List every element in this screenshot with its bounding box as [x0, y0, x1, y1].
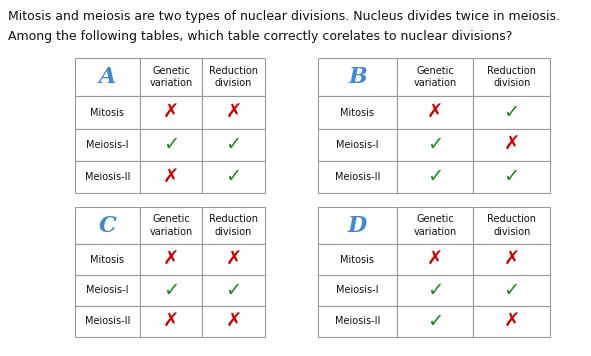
Text: ✗: ✗ [504, 312, 520, 331]
Text: ✗: ✗ [504, 135, 520, 154]
Text: Meiosis-II: Meiosis-II [85, 172, 130, 182]
Text: Meiosis-II: Meiosis-II [335, 316, 380, 326]
Bar [397, 207, 473, 244]
Bar [473, 244, 550, 275]
Bar [318, 207, 397, 244]
Text: Mitosis: Mitosis [90, 108, 124, 117]
Text: Meiosis-I: Meiosis-I [86, 286, 129, 295]
Bar [202, 58, 265, 96]
Bar [473, 129, 550, 161]
Bar [75, 275, 139, 306]
Bar [473, 161, 550, 193]
Text: ✓: ✓ [427, 312, 443, 331]
Text: ✗: ✗ [163, 250, 179, 269]
Text: ✓: ✓ [163, 281, 179, 300]
Text: Meiosis-I: Meiosis-I [336, 140, 379, 150]
Bar [139, 275, 202, 306]
Bar [318, 96, 397, 129]
Text: ✓: ✓ [504, 167, 520, 187]
Bar [318, 244, 397, 275]
Bar [75, 244, 139, 275]
Bar [473, 58, 550, 96]
Text: Reduction
division: Reduction division [487, 66, 536, 88]
Bar [397, 306, 473, 337]
Bar [397, 161, 473, 193]
Bar [202, 207, 265, 244]
Text: Meiosis-I: Meiosis-I [336, 286, 379, 295]
Text: ✓: ✓ [163, 135, 179, 154]
Bar [75, 58, 139, 96]
Text: Meiosis-I: Meiosis-I [86, 140, 129, 150]
Text: Genetic
variation: Genetic variation [150, 66, 193, 88]
Bar [139, 96, 202, 129]
Text: D: D [348, 215, 367, 236]
Text: ✓: ✓ [504, 103, 520, 122]
Bar [397, 129, 473, 161]
Bar [473, 275, 550, 306]
Text: B: B [348, 66, 367, 88]
Bar [75, 96, 139, 129]
Text: ✗: ✗ [225, 250, 242, 269]
Bar [397, 244, 473, 275]
Text: Among the following tables, which table correctly corelates to nuclear divisions: Among the following tables, which table … [8, 30, 512, 43]
Text: ✗: ✗ [427, 103, 443, 122]
Bar [397, 275, 473, 306]
Text: A: A [99, 66, 116, 88]
Bar [139, 129, 202, 161]
Text: Mitosis: Mitosis [340, 255, 375, 265]
Text: Mitosis and meiosis are two types of nuclear divisions. Nucleus divides twice in: Mitosis and meiosis are two types of nuc… [8, 10, 560, 23]
Text: Genetic
variation: Genetic variation [150, 214, 193, 237]
Bar [75, 306, 139, 337]
Text: Meiosis-II: Meiosis-II [335, 172, 380, 182]
Bar [202, 275, 265, 306]
Bar [318, 275, 397, 306]
Bar [139, 244, 202, 275]
Bar [202, 96, 265, 129]
Text: ✗: ✗ [163, 312, 179, 331]
Text: ✗: ✗ [504, 250, 520, 269]
Text: ✗: ✗ [163, 103, 179, 122]
Text: Meiosis-II: Meiosis-II [85, 316, 130, 326]
Bar [139, 161, 202, 193]
Text: ✗: ✗ [163, 167, 179, 187]
Text: C: C [99, 215, 116, 236]
Text: ✓: ✓ [225, 281, 242, 300]
Bar [318, 161, 397, 193]
Bar [202, 129, 265, 161]
Text: Mitosis: Mitosis [90, 255, 124, 265]
Bar [473, 96, 550, 129]
Bar [139, 306, 202, 337]
Text: ✓: ✓ [225, 167, 242, 187]
Bar [318, 306, 397, 337]
Text: ✓: ✓ [427, 135, 443, 154]
Text: ✓: ✓ [427, 281, 443, 300]
Bar [202, 161, 265, 193]
Bar [202, 306, 265, 337]
Bar [397, 96, 473, 129]
Bar [75, 207, 139, 244]
Text: ✗: ✗ [225, 312, 242, 331]
Text: Genetic
variation: Genetic variation [414, 214, 457, 237]
Text: ✓: ✓ [225, 135, 242, 154]
Bar [75, 129, 139, 161]
Text: Reduction
division: Reduction division [209, 66, 258, 88]
Bar [139, 207, 202, 244]
Bar [75, 161, 139, 193]
Text: Reduction
division: Reduction division [209, 214, 258, 237]
Bar [318, 129, 397, 161]
Text: ✗: ✗ [225, 103, 242, 122]
Bar [318, 58, 397, 96]
Bar [202, 244, 265, 275]
Text: ✗: ✗ [427, 250, 443, 269]
Text: Mitosis: Mitosis [340, 108, 375, 117]
Text: Reduction
division: Reduction division [487, 214, 536, 237]
Bar [397, 58, 473, 96]
Bar [139, 58, 202, 96]
Bar [473, 207, 550, 244]
Text: Genetic
variation: Genetic variation [414, 66, 457, 88]
Text: ✓: ✓ [427, 167, 443, 187]
Text: ✓: ✓ [504, 281, 520, 300]
Bar [473, 306, 550, 337]
